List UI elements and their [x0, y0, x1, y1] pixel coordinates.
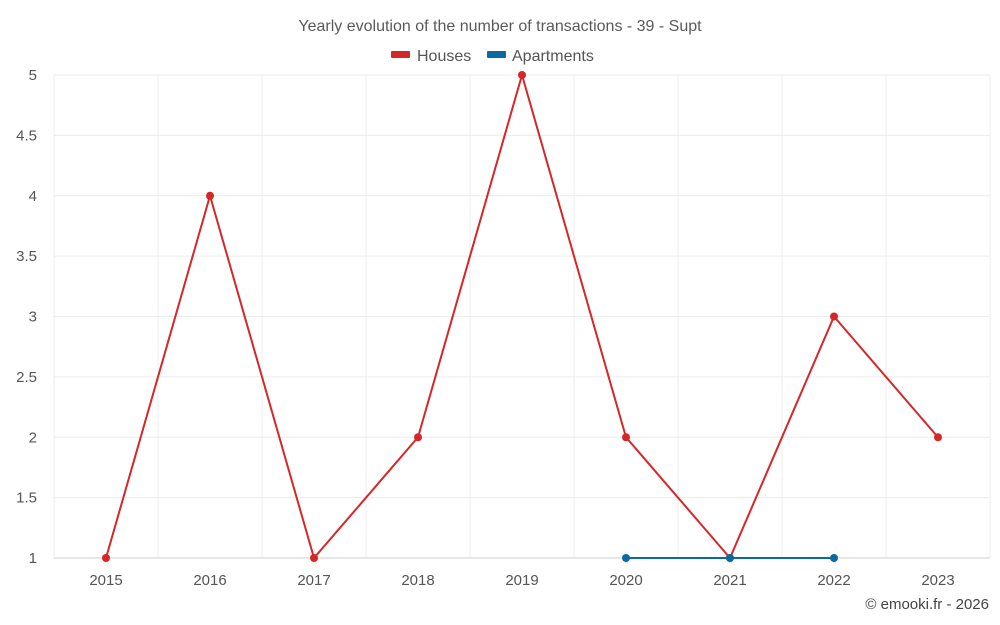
data-point-houses[interactable]: [414, 433, 422, 442]
legend-label-apartments[interactable]: Apartments: [512, 48, 594, 65]
x-tick-label: 2019: [505, 572, 538, 589]
y-tick-label: 1.5: [16, 490, 37, 507]
x-tick-label: 2021: [713, 572, 746, 589]
series: [102, 71, 942, 562]
legend-swatch-apartments: [487, 51, 506, 58]
data-point-houses[interactable]: [830, 312, 838, 321]
data-point-houses[interactable]: [310, 554, 318, 562]
x-tick-label: 2015: [89, 572, 122, 589]
legend-label-houses[interactable]: Houses: [417, 48, 471, 65]
data-point-apartments[interactable]: [830, 554, 838, 562]
data-point-houses[interactable]: [622, 433, 630, 442]
data-point-houses[interactable]: [934, 433, 942, 442]
legend: Houses Apartments: [391, 48, 594, 65]
y-axis-ticks: 1 1.5 2 2.5 3 3.5 4 4.5 5: [16, 67, 37, 567]
x-tick-label: 2022: [817, 572, 850, 589]
y-tick-label: 1: [29, 550, 37, 567]
data-point-houses[interactable]: [206, 191, 214, 200]
x-axis-ticks: 2015 2016 2017 2018 2019 2020 2021 2022 2023: [89, 572, 954, 589]
y-tick-label: 5: [29, 67, 37, 84]
y-tick-label: 4.5: [16, 127, 37, 144]
chart-title: Yearly evolution of the number of transa…: [298, 18, 702, 35]
data-point-apartments[interactable]: [726, 554, 734, 562]
data-point-houses[interactable]: [102, 554, 110, 562]
y-tick-label: 3.5: [16, 248, 37, 265]
data-point-houses[interactable]: [518, 71, 526, 79]
legend-swatch-houses: [391, 51, 410, 58]
x-tick-label: 2018: [401, 572, 434, 589]
x-tick-label: 2017: [297, 572, 330, 589]
y-tick-label: 4: [29, 188, 37, 205]
x-tick-label: 2016: [193, 572, 226, 589]
data-point-apartments[interactable]: [622, 554, 630, 562]
x-tick-label: 2020: [609, 572, 642, 589]
y-tick-label: 2: [29, 429, 37, 446]
credit-text: © emooki.fr - 2026: [865, 596, 989, 613]
y-tick-label: 3: [29, 309, 37, 326]
x-tick-label: 2023: [921, 572, 954, 589]
gridlines: [53, 74, 991, 559]
y-tick-label: 2.5: [16, 369, 37, 386]
